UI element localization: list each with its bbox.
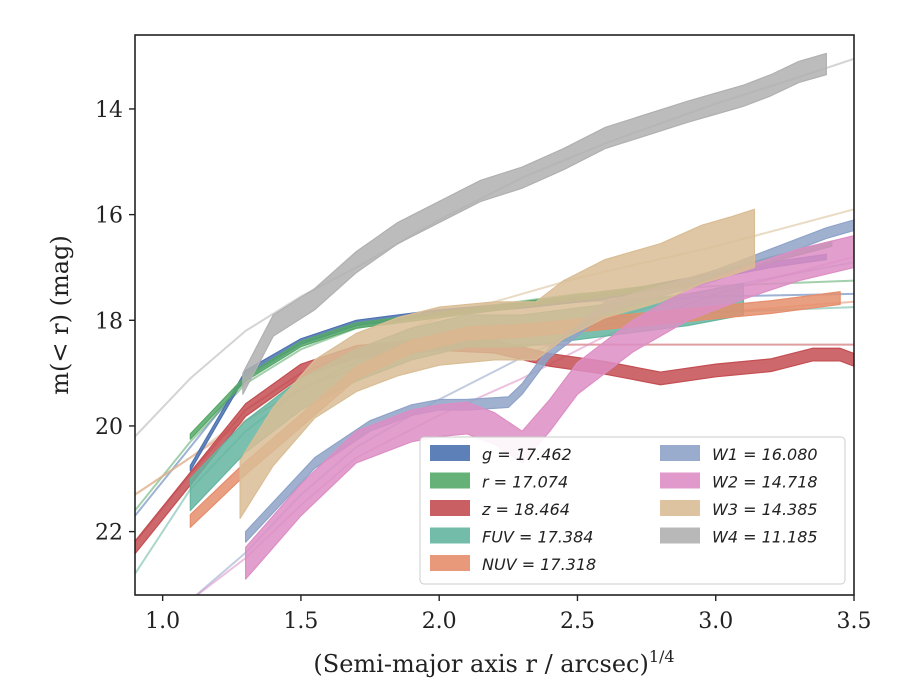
legend-swatch	[660, 472, 700, 489]
legend-swatch	[430, 472, 470, 489]
legend-box	[419, 436, 846, 585]
legend-swatch	[430, 445, 470, 461]
x-tick-label: 1.5	[283, 609, 318, 634]
y-axis-ticks: 14 16 18 20 22	[95, 98, 135, 546]
x-tick-label: 3.5	[837, 609, 872, 634]
x-tick-label: 1.0	[145, 609, 180, 634]
data-bands	[135, 52, 854, 580]
x-tick-label: 2.5	[560, 609, 595, 634]
legend-swatch	[660, 527, 700, 544]
y-tick-label: 22	[95, 521, 123, 546]
x-axis-title: (Semi-major axis r / arcsec)1/4	[313, 647, 674, 678]
legend-label: z = 18.464	[481, 500, 570, 519]
legend-swatch	[660, 500, 700, 516]
legend-label: W1 = 16.080	[712, 445, 818, 464]
legend-label: W2 = 14.718	[712, 473, 818, 492]
y-tick-label: 14	[95, 98, 123, 123]
legend-label: W4 = 11.185	[712, 528, 818, 547]
y-tick-label: 18	[95, 309, 123, 334]
legend-label: W3 = 14.385	[712, 500, 818, 519]
plot-frame	[134, 34, 855, 596]
band-w4	[242, 52, 827, 395]
x-axis-ticks: 1.0 1.5 2.0 2.5 3.0 3.5	[145, 595, 872, 634]
band-w3	[239, 208, 756, 519]
y-tick-label: 16	[95, 204, 123, 229]
y-tick-label: 20	[95, 415, 123, 440]
x-tick-label: 2.0	[422, 609, 457, 634]
legend-swatch	[660, 445, 700, 461]
legend-label: NUV = 17.318	[482, 555, 596, 574]
legend-label: g = 17.462	[482, 445, 572, 464]
legend: g = 17.462 r = 17.074 z = 18.464 FUV = 17.3…	[419, 436, 846, 585]
y-axis-title: m(< r) (mag)	[46, 235, 74, 394]
x-tick-label: 3.0	[698, 609, 733, 634]
legend-swatch	[430, 527, 470, 544]
legend-swatch	[430, 500, 470, 516]
legend-label: FUV = 17.384	[482, 528, 593, 547]
legend-swatch	[430, 555, 470, 571]
legend-label: r = 17.074	[482, 473, 568, 492]
